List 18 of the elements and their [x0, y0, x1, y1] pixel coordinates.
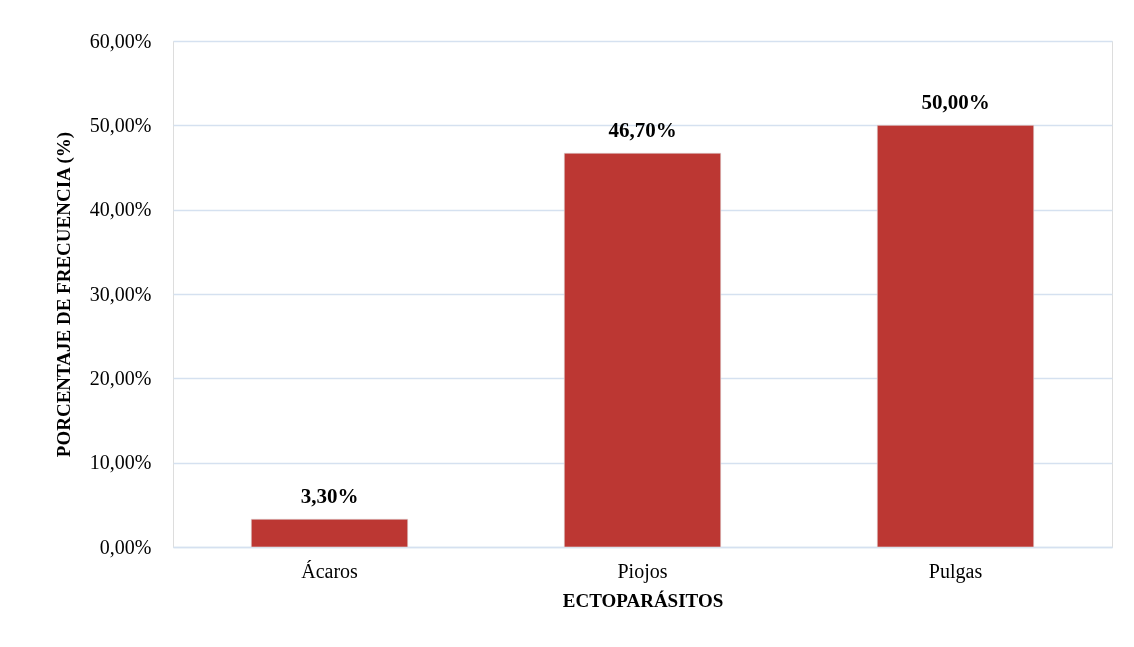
y-tick-label: 20,00%	[89, 366, 152, 389]
y-axis-title: PORCENTAJE DE FRECUENCIA (%)	[52, 131, 75, 458]
x-tick-label: Piojos	[617, 559, 668, 583]
bar	[876, 125, 1035, 548]
data-label: 50,00%	[921, 90, 990, 115]
y-tick-label: 40,00%	[89, 198, 152, 221]
y-tick-label: 0,00%	[99, 535, 152, 558]
bar	[563, 152, 722, 548]
data-label: 3,30%	[300, 484, 359, 509]
y-tick-label: 10,00%	[89, 451, 152, 474]
x-tick-label: Ácaros	[301, 559, 359, 582]
x-tick-label: Pulgas	[928, 559, 983, 583]
y-tick-label: 30,00%	[89, 282, 152, 305]
y-tick-label: 60,00%	[89, 29, 152, 52]
x-axis-title: ECTOPARÁSITOS	[562, 589, 724, 611]
y-tick-label: 50,00%	[89, 113, 152, 136]
data-label: 46,70%	[608, 118, 677, 143]
bar	[250, 518, 409, 548]
